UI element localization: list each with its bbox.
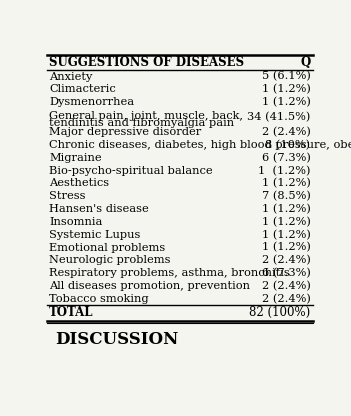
Text: 1 (1.2%): 1 (1.2%) bbox=[261, 84, 311, 94]
Text: 6 (7.3%): 6 (7.3%) bbox=[261, 268, 311, 278]
Text: Major depressive disorder: Major depressive disorder bbox=[49, 127, 201, 137]
Text: 34 (41.5%): 34 (41.5%) bbox=[247, 112, 311, 122]
Text: SUGGESTIONS OF DISEASES: SUGGESTIONS OF DISEASES bbox=[49, 56, 244, 69]
Text: 1 (1.2%): 1 (1.2%) bbox=[261, 230, 311, 240]
Text: Hansen's disease: Hansen's disease bbox=[49, 204, 149, 214]
Text: Aesthetics: Aesthetics bbox=[49, 178, 110, 188]
Text: Systemic Lupus: Systemic Lupus bbox=[49, 230, 141, 240]
Text: 1 (1.2%): 1 (1.2%) bbox=[261, 243, 311, 253]
Text: 8 (10%): 8 (10%) bbox=[265, 140, 311, 150]
Text: General pain, joint, muscle, back,: General pain, joint, muscle, back, bbox=[49, 111, 243, 121]
Text: 1 (1.2%): 1 (1.2%) bbox=[261, 97, 311, 107]
Text: 2 (2.4%): 2 (2.4%) bbox=[261, 255, 311, 265]
Text: 7 (8.5%): 7 (8.5%) bbox=[261, 191, 311, 201]
Text: Anxiety: Anxiety bbox=[49, 72, 93, 82]
Text: 1 (1.2%): 1 (1.2%) bbox=[261, 178, 311, 188]
Text: Q: Q bbox=[300, 56, 311, 69]
Text: Neurologic problems: Neurologic problems bbox=[49, 255, 171, 265]
Text: Chronic diseases, diabetes, high blood pressure, obesity: Chronic diseases, diabetes, high blood p… bbox=[49, 140, 351, 150]
Text: DISCUSSION: DISCUSSION bbox=[55, 331, 178, 348]
Text: TOTAL: TOTAL bbox=[49, 307, 94, 319]
Text: Dysmenorrhea: Dysmenorrhea bbox=[49, 97, 134, 107]
Text: Climacteric: Climacteric bbox=[49, 84, 116, 94]
Text: 1  (1.2%): 1 (1.2%) bbox=[258, 166, 311, 176]
Text: Tobacco smoking: Tobacco smoking bbox=[49, 294, 149, 304]
Text: 2 (2.4%): 2 (2.4%) bbox=[261, 127, 311, 137]
Text: Insomnia: Insomnia bbox=[49, 217, 103, 227]
Text: 82 (100%): 82 (100%) bbox=[249, 307, 311, 319]
Text: 1 (1.2%): 1 (1.2%) bbox=[261, 217, 311, 227]
Text: 2 (2.4%): 2 (2.4%) bbox=[261, 294, 311, 304]
Text: Migraine: Migraine bbox=[49, 153, 102, 163]
Text: All diseases promotion, prevention: All diseases promotion, prevention bbox=[49, 281, 250, 291]
Text: Respiratory problems, asthma, bronchitis: Respiratory problems, asthma, bronchitis bbox=[49, 268, 290, 278]
Text: tendinitis and fibromyalgia pain: tendinitis and fibromyalgia pain bbox=[49, 118, 234, 128]
Text: Stress: Stress bbox=[49, 191, 86, 201]
Text: Bio-psycho-spiritual balance: Bio-psycho-spiritual balance bbox=[49, 166, 213, 176]
Text: Emotional problems: Emotional problems bbox=[49, 243, 166, 253]
Text: 1 (1.2%): 1 (1.2%) bbox=[261, 204, 311, 214]
Text: 6 (7.3%): 6 (7.3%) bbox=[261, 153, 311, 163]
Text: 5 (6.1%): 5 (6.1%) bbox=[261, 72, 311, 82]
Text: 2 (2.4%): 2 (2.4%) bbox=[261, 281, 311, 291]
